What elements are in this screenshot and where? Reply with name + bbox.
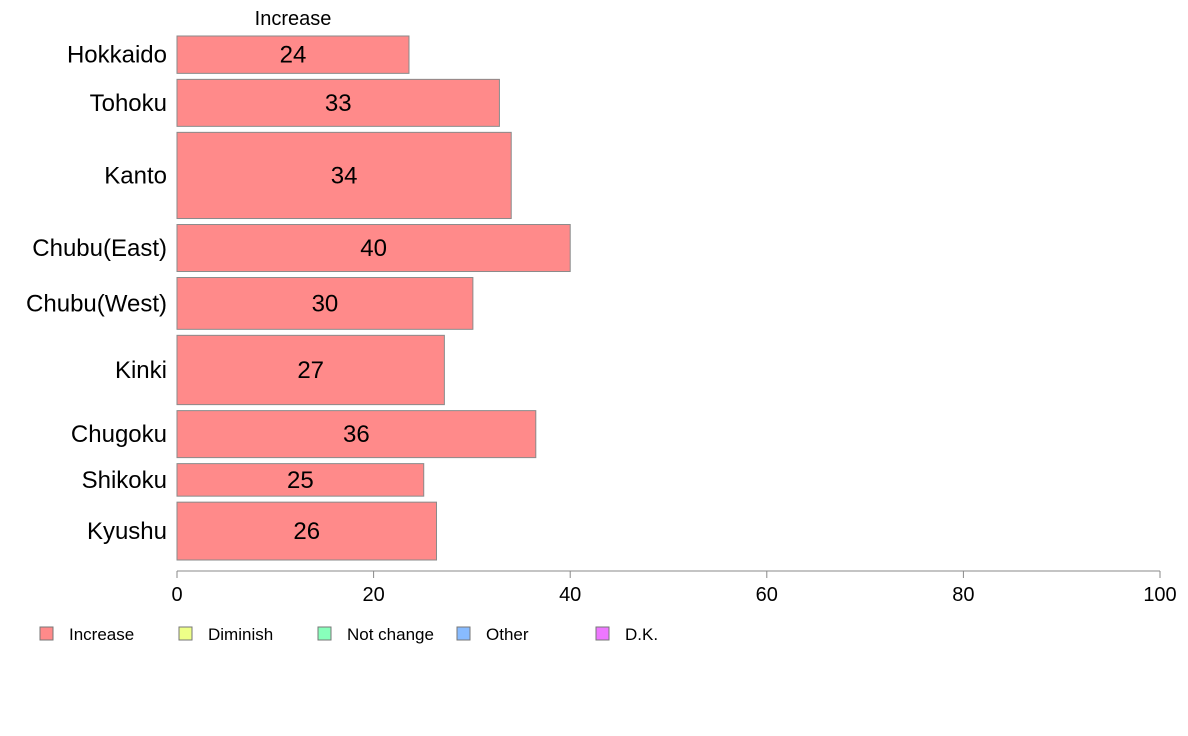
bar-kyushu — [176, 501, 438, 561]
x-tick-label: 0 — [171, 584, 182, 606]
legend-swatch-other — [456, 626, 471, 641]
legend-swatch-not-change — [317, 626, 332, 641]
legend-label: Increase — [69, 625, 134, 644]
category-label: Chubu(East) — [32, 235, 167, 262]
category-label: Tohoku — [90, 90, 167, 117]
category-label: Hokkaido — [67, 42, 167, 69]
category-label: Kyushu — [87, 518, 167, 545]
category-label: Chugoku — [71, 421, 167, 448]
bar-value-label: 40 — [360, 235, 387, 262]
category-label: Chubu(West) — [26, 290, 167, 317]
legend-label: Diminish — [208, 625, 273, 644]
category-labels: Hokkaido Tohoku Kanto Chubu(East) Chubu(West… — [26, 42, 167, 545]
bar-chugoku — [176, 410, 537, 459]
legend-label: D.K. — [625, 625, 658, 644]
bar-chubu-west- — [176, 277, 474, 330]
series-header: Increase — [255, 8, 332, 30]
legend-swatch-increase — [39, 626, 54, 641]
bar-shikoku — [176, 463, 425, 497]
bar-value-label: 26 — [293, 518, 320, 545]
bar-value-label: 24 — [280, 42, 307, 69]
bar-value-label: 33 — [325, 90, 352, 117]
x-tick-label: 60 — [756, 584, 778, 606]
bar-value-label: 36 — [343, 421, 370, 448]
legend-label: Not change — [347, 625, 434, 644]
bar-kinki — [176, 334, 445, 406]
legend: Increase Diminish Not change Other D.K. — [39, 625, 658, 644]
category-label: Kanto — [104, 162, 167, 189]
category-label: Kinki — [115, 357, 167, 384]
x-tick-label: 40 — [559, 584, 581, 606]
x-tick-label: 100 — [1143, 584, 1176, 606]
category-label: Shikoku — [82, 467, 167, 494]
x-tick-label: 80 — [952, 584, 974, 606]
bar-hokkaido — [176, 35, 410, 74]
bar-tohoku — [176, 78, 500, 127]
bars: 24 33 34 40 30 27 36 25 26 — [176, 35, 571, 561]
legend-swatch-d-k- — [595, 626, 610, 641]
bar-chubu-east- — [176, 224, 571, 273]
bar-value-label: 30 — [312, 290, 339, 317]
bar-value-label: 34 — [331, 162, 358, 189]
legend-swatch-diminish — [178, 626, 193, 641]
x-tick-label: 20 — [362, 584, 384, 606]
legend-label: Other — [486, 625, 529, 644]
bar-value-label: 25 — [287, 467, 314, 494]
bar-value-label: 27 — [297, 357, 324, 384]
bar-kanto — [176, 131, 512, 220]
x-axis: 0 20 40 60 80 100 — [171, 570, 1177, 606]
